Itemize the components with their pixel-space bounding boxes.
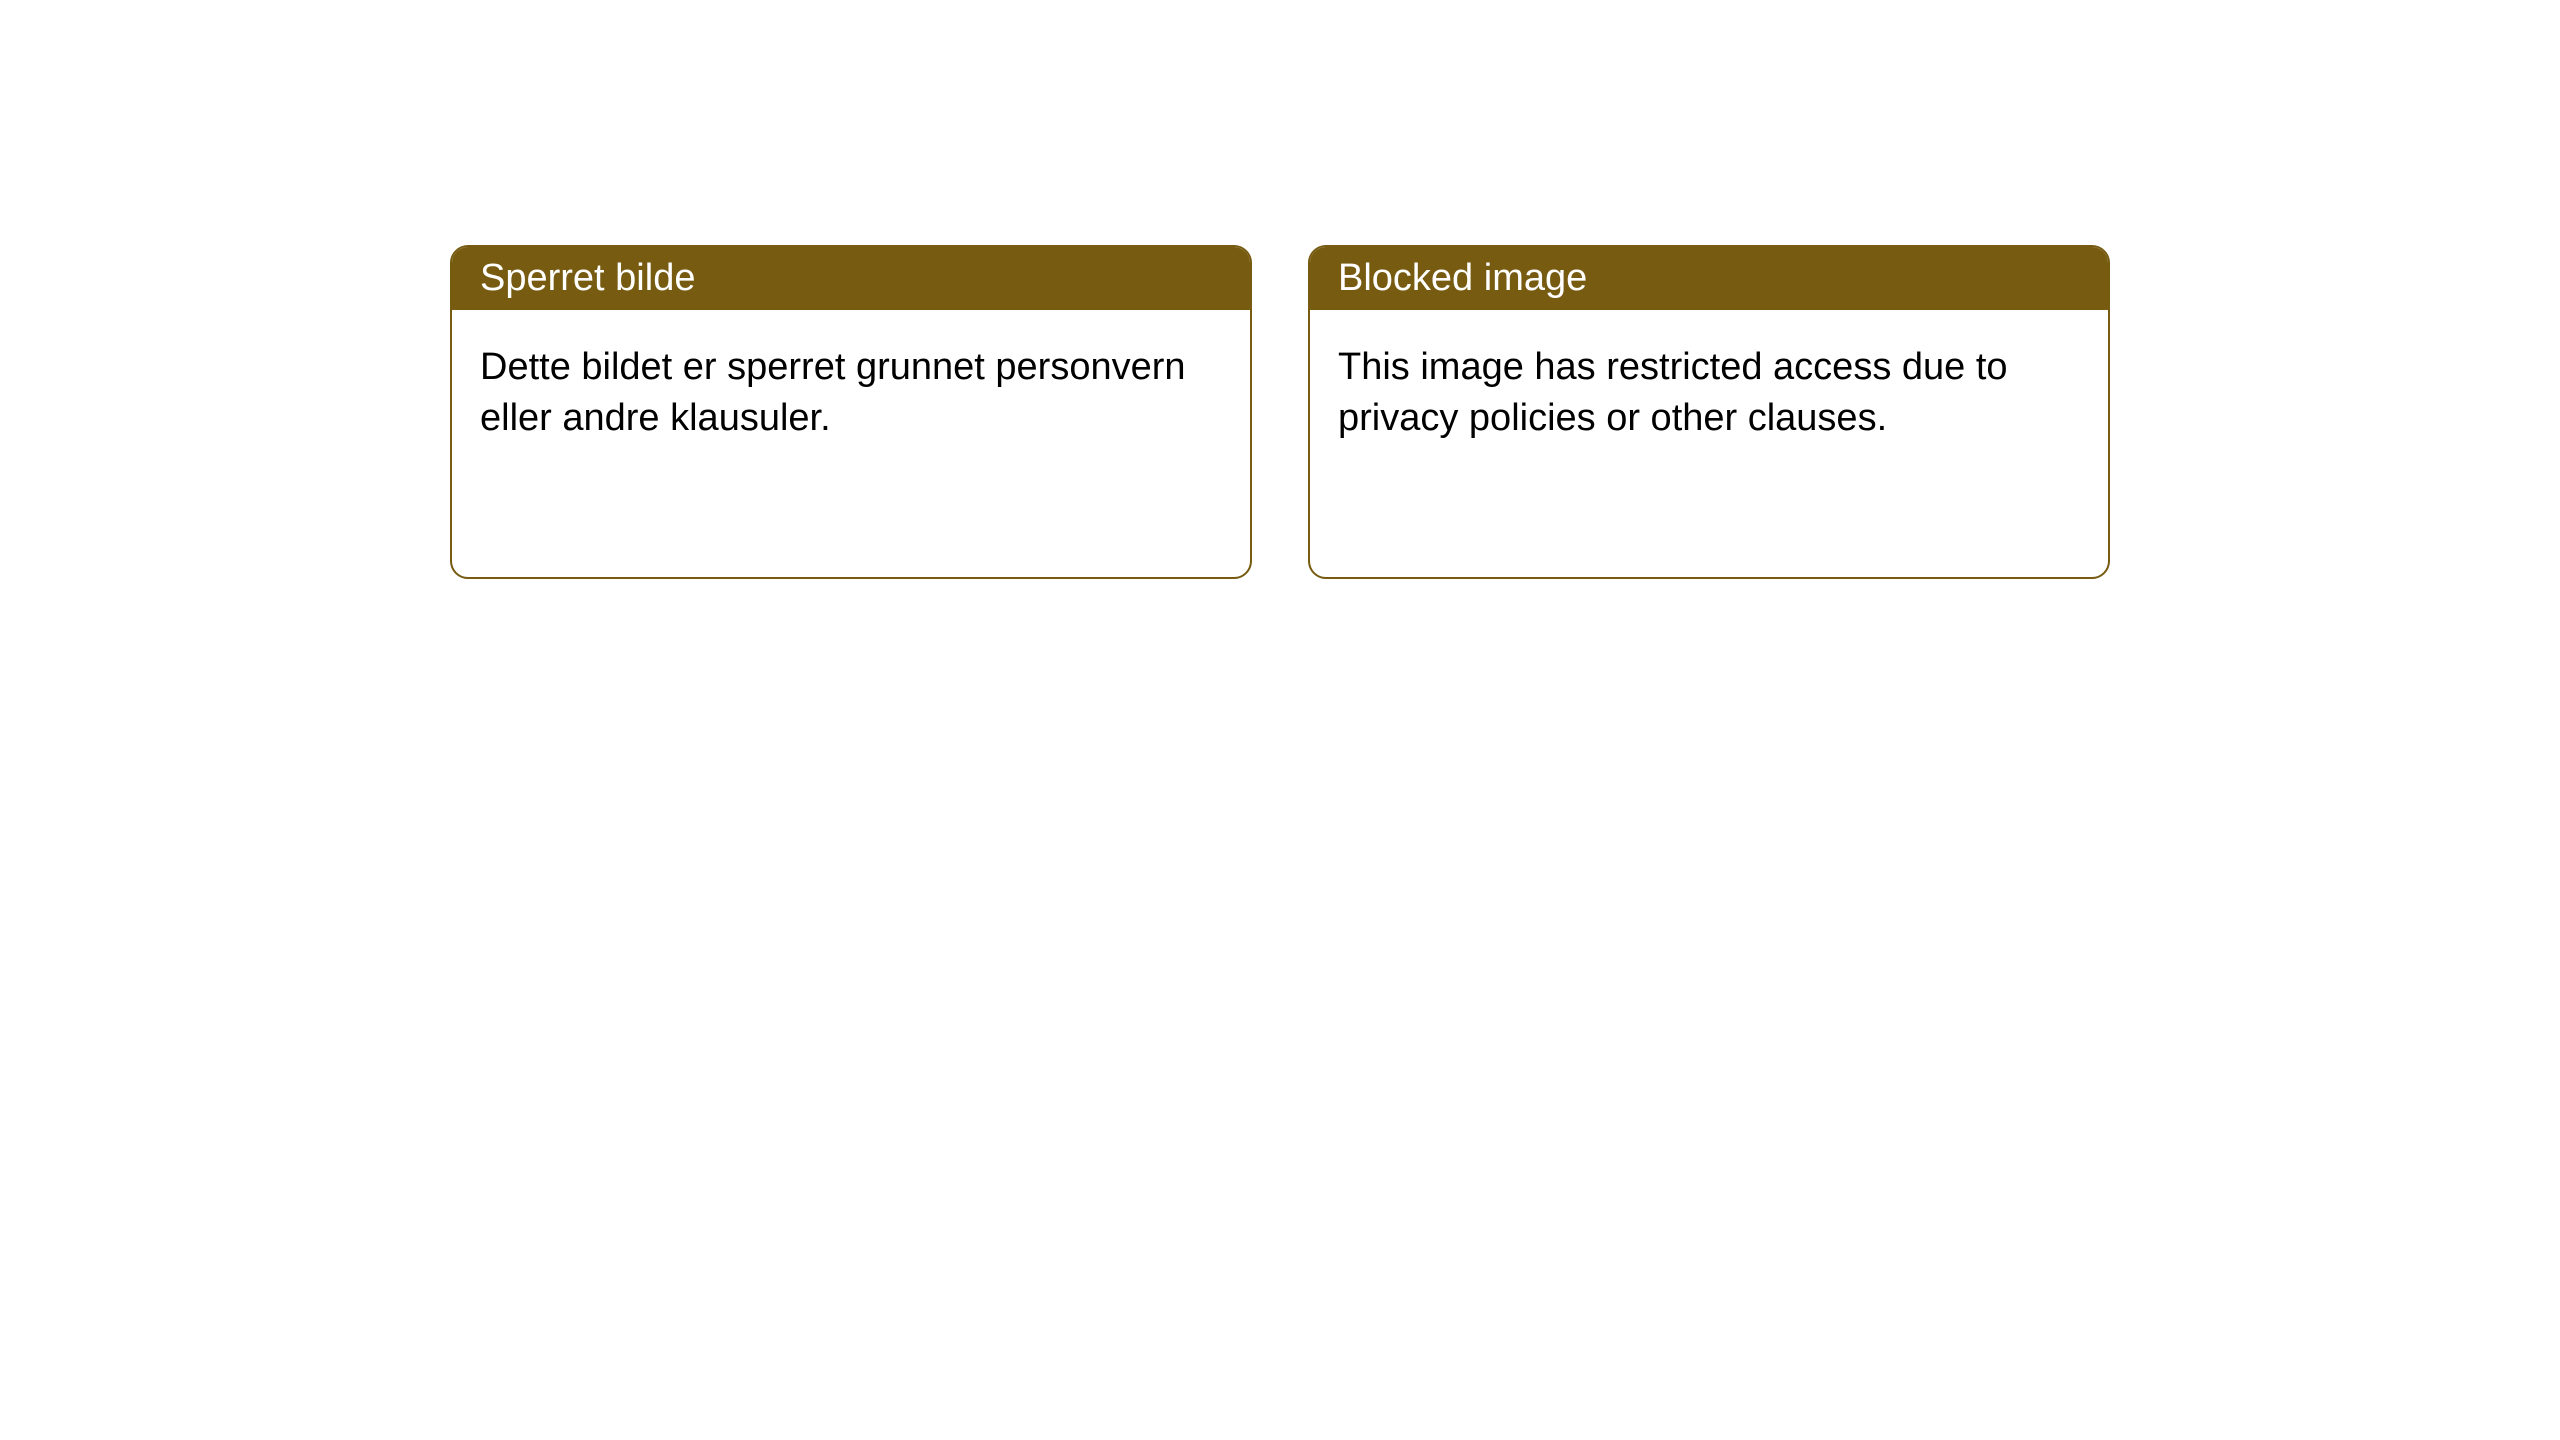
- notice-card-norwegian: Sperret bilde Dette bildet er sperret gr…: [450, 245, 1252, 579]
- notice-header: Sperret bilde: [452, 247, 1250, 310]
- notice-body: This image has restricted access due to …: [1310, 310, 2108, 477]
- notice-container: Sperret bilde Dette bildet er sperret gr…: [0, 0, 2560, 579]
- notice-body: Dette bildet er sperret grunnet personve…: [452, 310, 1250, 477]
- notice-card-english: Blocked image This image has restricted …: [1308, 245, 2110, 579]
- notice-header: Blocked image: [1310, 247, 2108, 310]
- notice-title: Blocked image: [1338, 257, 1587, 299]
- notice-title: Sperret bilde: [480, 257, 695, 299]
- notice-body-text: Dette bildet er sperret grunnet personve…: [480, 346, 1186, 439]
- notice-body-text: This image has restricted access due to …: [1338, 346, 2008, 439]
